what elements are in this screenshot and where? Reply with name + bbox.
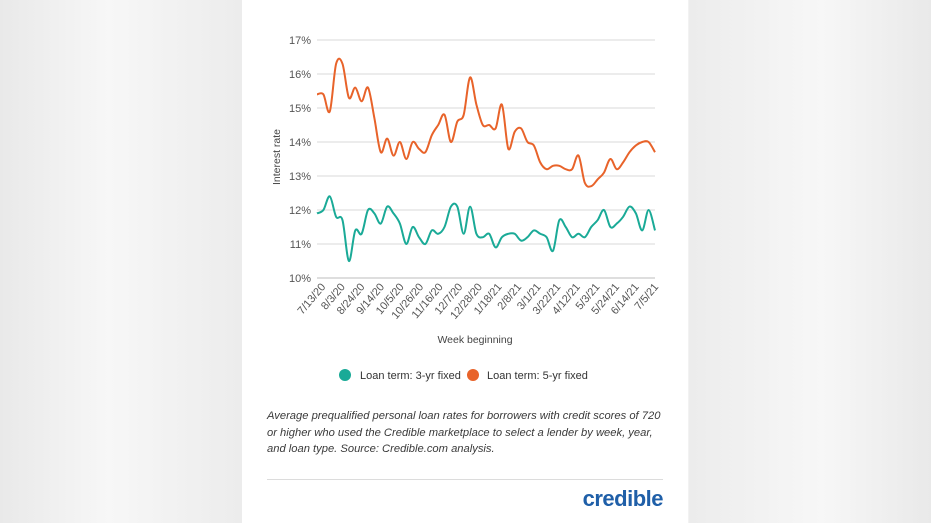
legend-marker-5yr <box>467 369 479 381</box>
series-line-3yr <box>316 195 656 263</box>
y-tick-label: 11% <box>290 239 311 251</box>
series-line-5yr <box>316 57 656 188</box>
credible-logo[interactable]: credible <box>582 486 664 511</box>
legend-label-3yr: Loan term: 3-yr fixed <box>360 370 461 382</box>
left-background <box>0 0 242 523</box>
legend: Loan term: 3-yr fixed Loan term: 5-yr fi… <box>339 369 588 382</box>
y-tick-label: 10% <box>289 273 311 285</box>
legend-marker-3yr <box>339 369 351 381</box>
y-axis-label: Interest rate <box>271 129 283 185</box>
chart-card: 10% 11% 12% 13% 14% 15% 16% 17% 7/13/20 8/3/20 8/… <box>242 0 688 523</box>
chart-caption: Average prequalified personal loan rates… <box>267 410 661 455</box>
line-chart: 10%11%12%13%14%15%16%17% 7/13/208/3/208/… <box>271 35 661 382</box>
legend-label-5yr: Loan term: 5-yr fixed <box>487 370 588 382</box>
y-tick-label: 12% <box>289 205 311 217</box>
x-axis-label: Week beginning <box>437 334 512 346</box>
y-tick-label: 17% <box>289 35 311 47</box>
right-background <box>689 0 931 523</box>
divider <box>267 479 663 480</box>
y-tick-label: 14% <box>289 137 311 149</box>
y-tick-label: 16% <box>289 69 311 81</box>
y-tick-label: 13% <box>289 171 311 183</box>
y-tick-label: 15% <box>289 103 311 115</box>
